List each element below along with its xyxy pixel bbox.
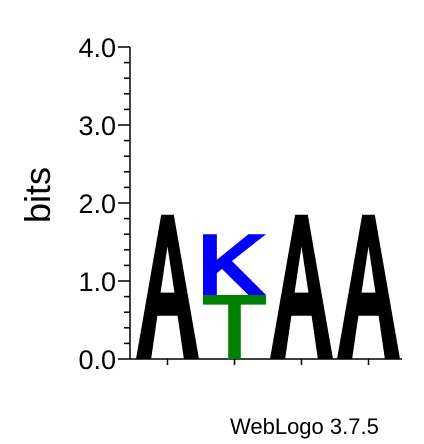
logo-letter-a xyxy=(136,214,199,359)
y-axis-tick-labels: 0.0 1.0 2.0 3.0 4.0 xyxy=(78,33,116,375)
y-tick-label: 4.0 xyxy=(78,33,116,63)
y-tick-label: 3.0 xyxy=(78,111,116,141)
x-axis xyxy=(130,358,402,365)
logo-letter-a xyxy=(270,214,333,359)
logo-position-stack xyxy=(203,234,266,359)
y-axis-ticks xyxy=(118,46,130,360)
logo-position-stack xyxy=(270,214,333,359)
logo-letter-a xyxy=(337,214,400,359)
y-axis-label: bits xyxy=(17,167,58,223)
y-tick-label: 2.0 xyxy=(78,189,116,219)
logo-position-stack xyxy=(136,214,199,359)
y-tick-label: 1.0 xyxy=(78,267,116,297)
logo-stacks xyxy=(136,214,400,359)
logo-letter-k xyxy=(203,234,266,296)
logo-position-stack xyxy=(337,214,400,359)
weblogo-credit: WebLogo 3.7.5 xyxy=(230,414,379,439)
logo-letter-t xyxy=(203,295,266,359)
y-tick-label: 0.0 xyxy=(78,345,116,375)
